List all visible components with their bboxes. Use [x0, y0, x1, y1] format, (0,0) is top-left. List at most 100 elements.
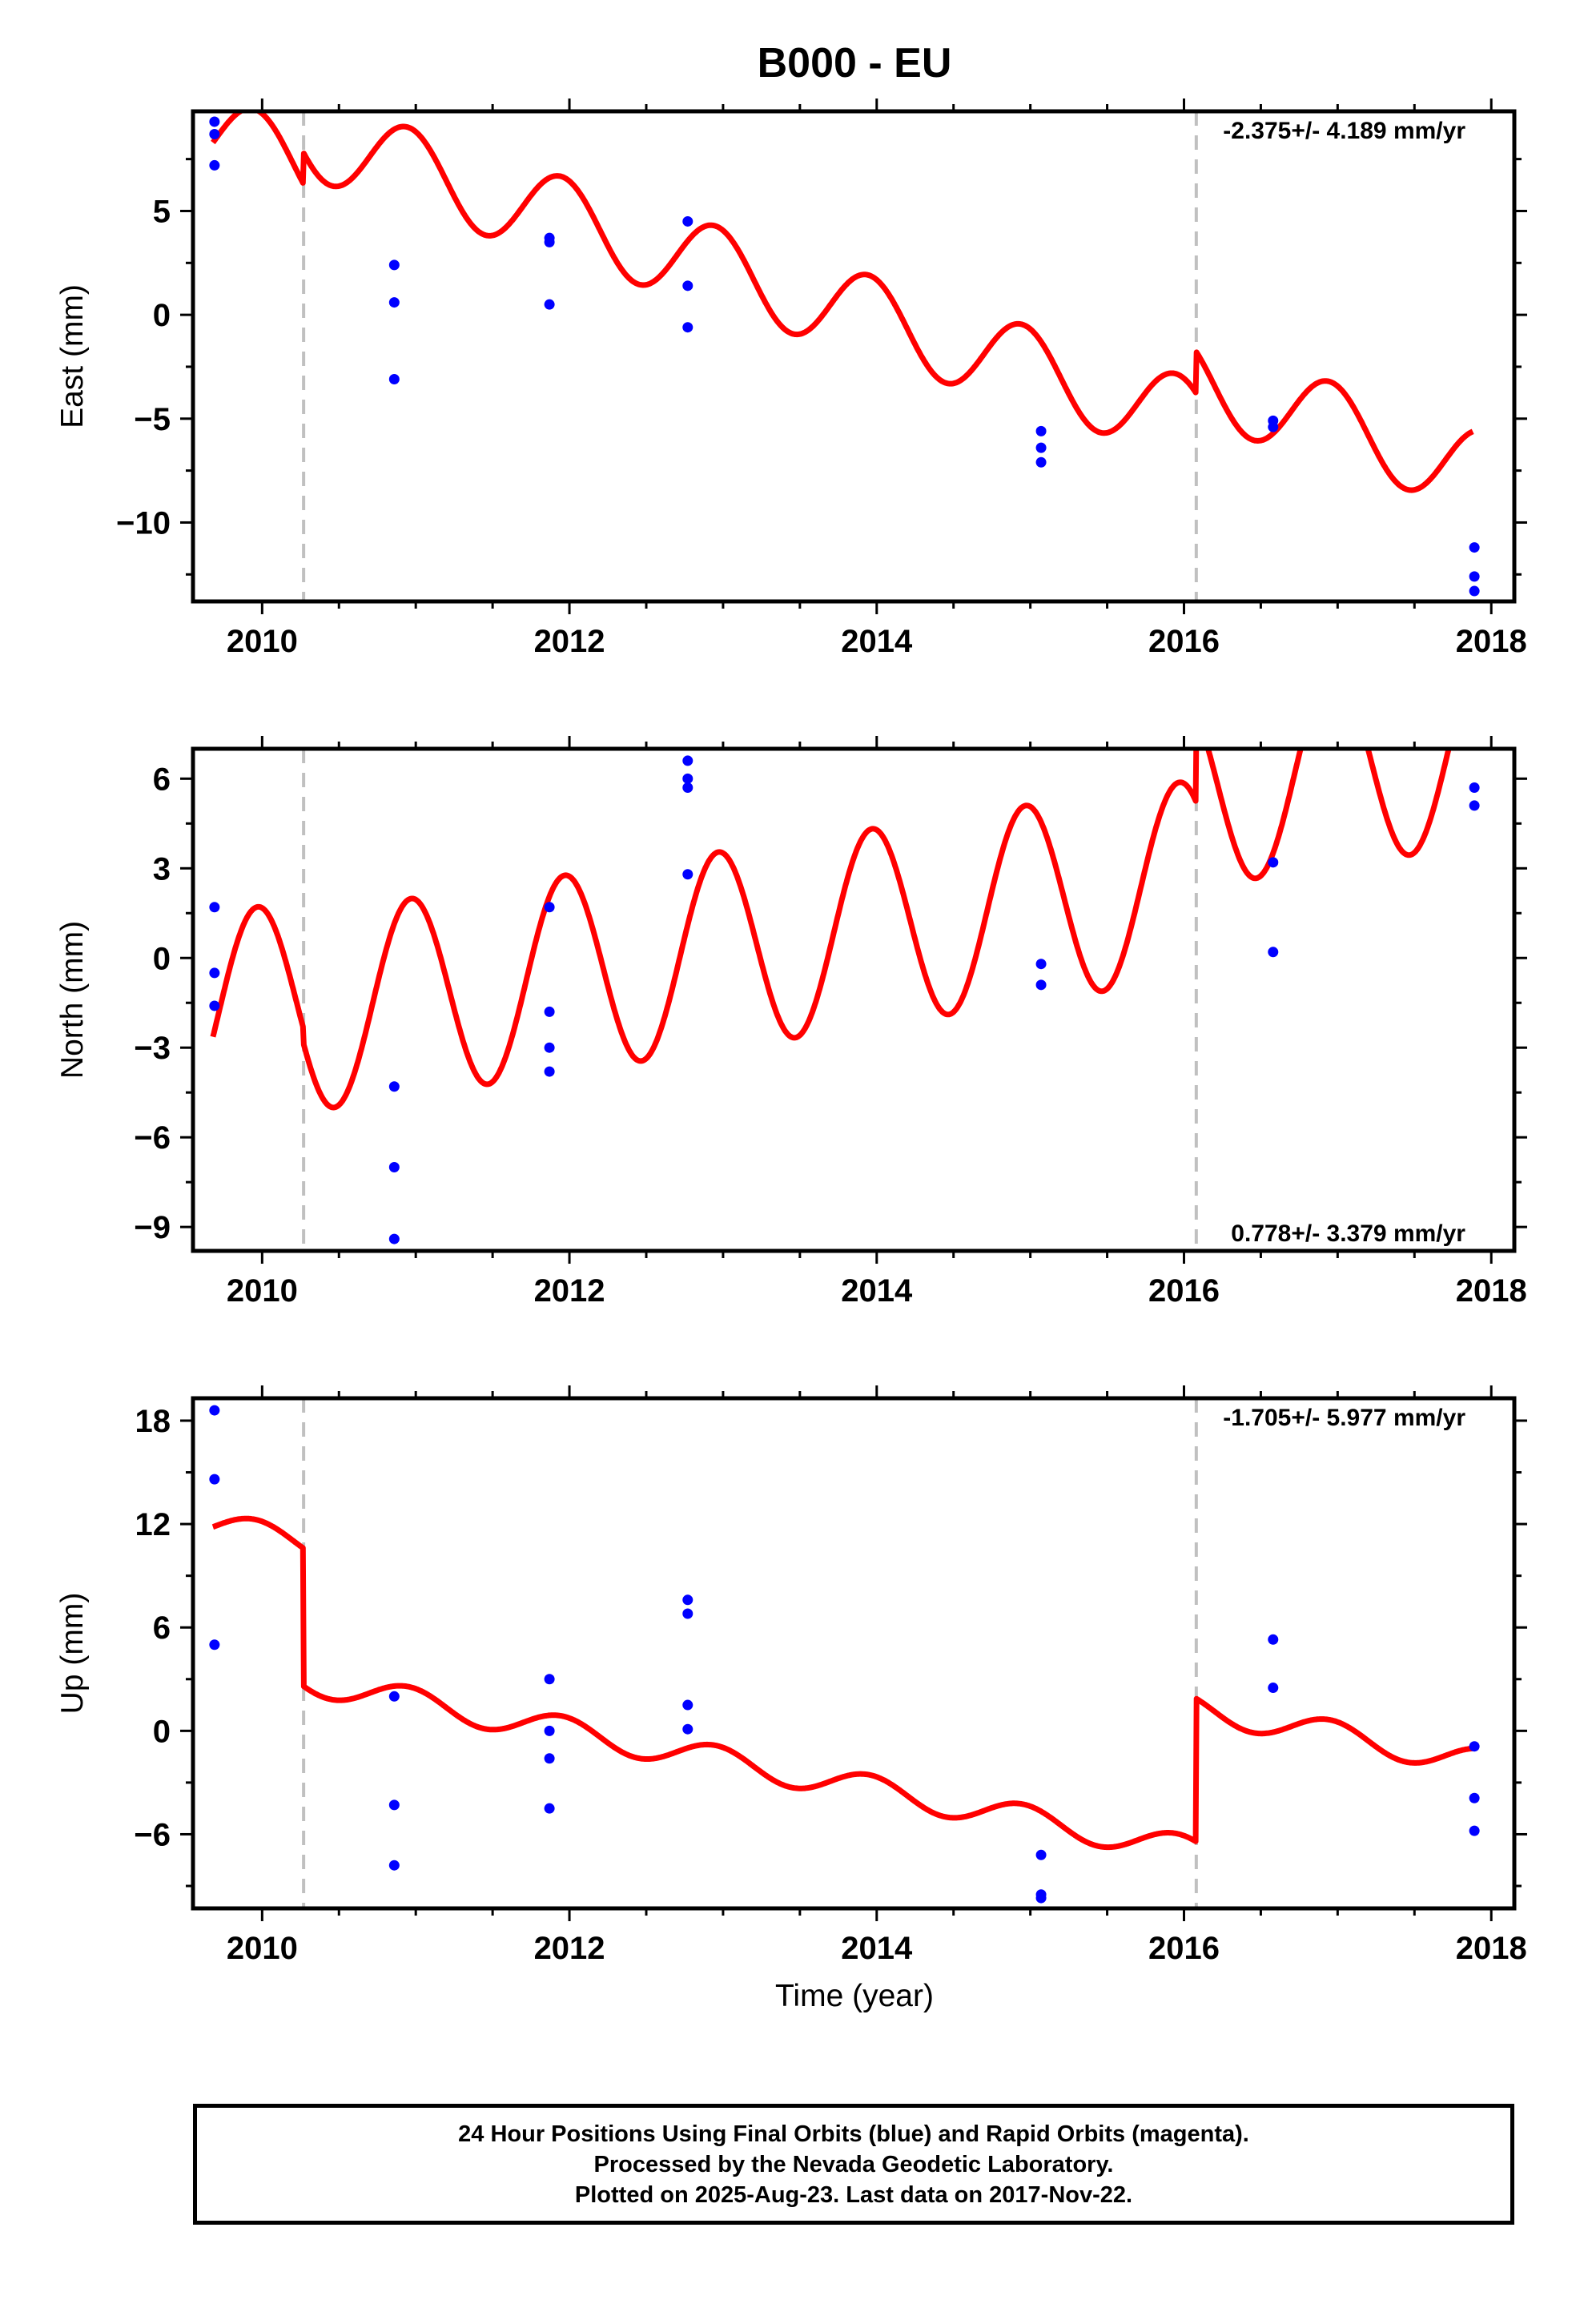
- x-tick-label: 2010: [227, 624, 298, 659]
- data-point: [1469, 1792, 1480, 1803]
- data-point: [1035, 1849, 1047, 1860]
- data-point: [1268, 1634, 1279, 1645]
- y-tick-label: 6: [153, 1610, 171, 1646]
- data-point: [209, 1474, 220, 1485]
- x-tick-label: 2016: [1148, 1931, 1220, 1966]
- data-point: [209, 1405, 220, 1416]
- panel-frame: [191, 109, 1517, 604]
- data-point: [544, 1066, 555, 1077]
- x-tick-label: 2014: [841, 1931, 913, 1966]
- data-point: [544, 1674, 555, 1685]
- data-point: [1469, 782, 1480, 794]
- footer-line-3: Plotted on 2025-Aug-23. Last data on 201…: [574, 2181, 1133, 2208]
- x-tick-label: 2018: [1456, 1273, 1527, 1309]
- data-point: [682, 322, 693, 333]
- x-tick-label: 2014: [841, 1273, 913, 1309]
- data-point: [388, 374, 400, 385]
- data-point: [682, 1723, 693, 1735]
- data-point: [1268, 947, 1279, 958]
- y-tick-label: 18: [135, 1404, 171, 1439]
- y-tick-label: 0: [153, 1714, 171, 1749]
- data-point: [388, 259, 400, 271]
- data-point: [209, 1000, 220, 1011]
- data-point: [1469, 585, 1480, 597]
- y-tick-label: 6: [153, 762, 171, 797]
- chart-title: B000 - EU: [758, 40, 952, 86]
- data-point: [682, 1608, 693, 1619]
- data-point: [388, 1081, 400, 1092]
- data-point: [544, 1803, 555, 1814]
- x-axis-label: Time (year): [775, 1979, 934, 2013]
- data-point: [388, 1233, 400, 1244]
- data-point: [209, 967, 220, 979]
- x-tick-label: 2012: [534, 624, 605, 659]
- panel-frame: [191, 746, 1517, 1253]
- data-point: [388, 1162, 400, 1172]
- data-point: [682, 782, 693, 794]
- x-tick-label: 2016: [1148, 624, 1220, 659]
- data-point: [1469, 571, 1480, 582]
- panel-east: 2010 2012 2014 2016 2018 −10 −5 0 5 East (mm) -2.3…: [55, 99, 1527, 659]
- data-point: [544, 299, 555, 310]
- data-point: [544, 902, 555, 913]
- data-point: [544, 1042, 555, 1053]
- x-tick-label: 2010: [227, 1931, 298, 1966]
- x-tick-label: 2018: [1456, 624, 1527, 659]
- data-point: [388, 297, 400, 308]
- data-point: [682, 1594, 693, 1606]
- data-point: [1035, 959, 1047, 970]
- data-point: [1035, 1892, 1047, 1904]
- y-tick-label: −6: [134, 1120, 171, 1156]
- y-tick-label: 5: [153, 194, 171, 229]
- data-point: [388, 1691, 400, 1702]
- data-point: [1469, 542, 1480, 553]
- data-point: [209, 159, 220, 171]
- rate-annotation: 0.778+/- 3.379 mm/yr: [1231, 1220, 1465, 1247]
- y-tick-label: −9: [134, 1210, 171, 1245]
- data-point: [1268, 857, 1279, 868]
- panels: 2010 2012 2014 2016 2018 −10 −5 0 5 East (mm) -2.3…: [55, 99, 1527, 1966]
- rate-annotation: -1.705+/- 5.977 mm/yr: [1223, 1405, 1465, 1431]
- data-point: [1035, 442, 1047, 453]
- panel-up: 2010 2012 2014 2016 2018 −6 0 6 12 18 Up (mm) -1.70…: [55, 1385, 1527, 1966]
- x-tick-label: 2018: [1456, 1931, 1527, 1966]
- x-tick-label: 2010: [227, 1273, 298, 1309]
- y-tick-label: −6: [134, 1817, 171, 1852]
- x-tick-label: 2012: [534, 1931, 605, 1966]
- y-axis-label: North (mm): [55, 921, 90, 1079]
- y-tick-label: −5: [134, 402, 171, 437]
- data-point: [209, 116, 220, 127]
- data-point: [209, 902, 220, 913]
- data-point: [1469, 1741, 1480, 1752]
- data-point: [388, 1799, 400, 1811]
- data-point: [1268, 421, 1279, 432]
- model-line: [211, 111, 1475, 493]
- footer-line-1: 24 Hour Positions Using Final Orbits (bl…: [458, 2121, 1249, 2147]
- footer-box: 24 Hour Positions Using Final Orbits (bl…: [193, 2104, 1514, 2225]
- rate-annotation: -2.375+/- 4.189 mm/yr: [1223, 118, 1465, 144]
- panel-north: 2010 2012 2014 2016 2018 −9 −6 −3 0 3 6 North (mm) 0…: [55, 736, 1527, 1309]
- y-tick-label: 12: [135, 1507, 171, 1542]
- data-point: [682, 215, 693, 227]
- data-point: [209, 129, 220, 140]
- y-tick-label: 0: [153, 298, 171, 333]
- data-point: [544, 1753, 555, 1764]
- y-axis-label: Up (mm): [55, 1593, 90, 1715]
- data-point: [682, 773, 693, 784]
- data-point: [544, 1725, 555, 1736]
- data-point: [1469, 800, 1480, 811]
- data-point: [1469, 1825, 1480, 1836]
- data-point: [1035, 979, 1047, 991]
- data-point: [388, 1860, 400, 1871]
- y-tick-label: 0: [153, 941, 171, 976]
- y-axis-label: East (mm): [55, 284, 90, 428]
- x-tick-label: 2014: [841, 624, 913, 659]
- panel-frame: [191, 1396, 1517, 1911]
- data-point: [544, 236, 555, 247]
- y-tick-label: 3: [153, 851, 171, 887]
- y-tick-label: −3: [134, 1031, 171, 1066]
- x-tick-label: 2016: [1148, 1273, 1220, 1309]
- data-point: [682, 280, 693, 292]
- data-point: [544, 1006, 555, 1017]
